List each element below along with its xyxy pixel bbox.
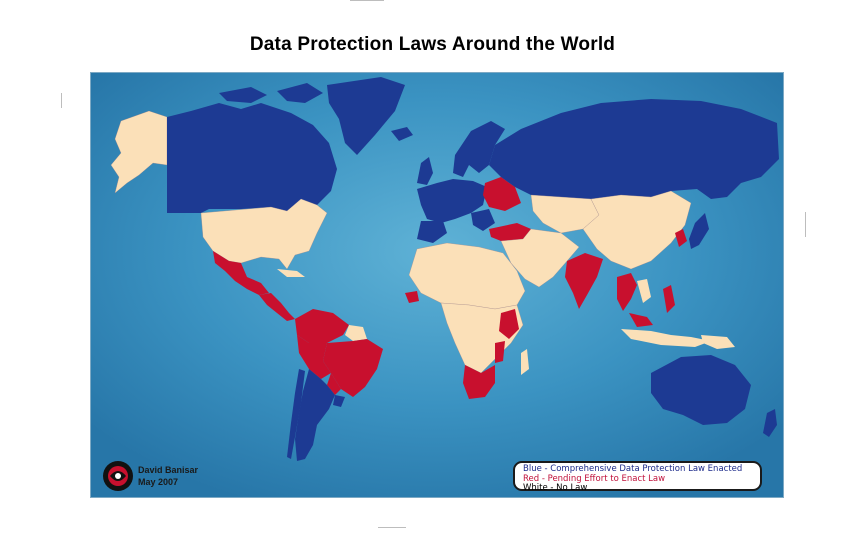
region-malaysia (629, 313, 653, 327)
bottom-crop-mark (378, 527, 406, 528)
region-peru-bolivia (297, 335, 331, 379)
region-russia (489, 99, 779, 199)
region-australia (651, 355, 751, 425)
region-scandinavia (453, 121, 505, 177)
region-guianas (345, 325, 367, 341)
region-turkey (489, 223, 531, 241)
region-madagascar (521, 349, 529, 375)
region-uk (417, 157, 433, 185)
region-canada-islands (219, 83, 323, 103)
map-legend: Blue - Comprehensive Data Protection Law… (513, 461, 762, 493)
region-china-mongolia (582, 190, 692, 270)
region-argentina (295, 369, 335, 461)
region-chile (287, 369, 305, 459)
privacy-international-logo-icon (103, 461, 133, 491)
region-iberia (417, 221, 447, 243)
region-indonesia (621, 329, 711, 347)
left-crop-mark (61, 93, 62, 108)
legend-blue-entry: Blue - Comprehensive Data Protection Law… (523, 464, 743, 474)
author-credit: David Banisar May 2007 (138, 464, 198, 488)
region-mozambique (495, 341, 505, 363)
region-brazil (323, 339, 383, 397)
top-crop-mark (350, 0, 384, 1)
region-papua (701, 335, 735, 349)
region-canada (167, 103, 337, 213)
author-name: David Banisar (138, 465, 199, 475)
region-india (565, 253, 603, 309)
region-uruguay (333, 395, 345, 407)
author-date: May 2007 (138, 477, 179, 487)
region-central-america (259, 293, 295, 321)
region-new-zealand (763, 409, 777, 437)
region-venezuela-colombia (295, 309, 349, 343)
legend-red-entry: Red - Pending Effort to Enact Law (523, 473, 666, 484)
right-crop-mark (805, 212, 806, 237)
region-balkans (471, 209, 495, 231)
legend-white-entry: White - No Law (523, 483, 588, 493)
region-kenya-tanzania (499, 309, 519, 339)
region-usa (200, 198, 328, 270)
region-paraguay (327, 373, 341, 395)
region-mexico (213, 251, 269, 295)
region-cuba (277, 269, 305, 277)
region-philippines (663, 285, 675, 313)
region-west-africa-pending (405, 291, 419, 303)
region-japan (689, 213, 709, 249)
world-map (90, 72, 784, 498)
region-vietnam (637, 279, 651, 303)
region-western-europe (417, 179, 487, 223)
region-greenland (327, 77, 405, 155)
region-belarus-ukraine (483, 177, 521, 211)
region-south-africa (463, 365, 495, 399)
region-korea (675, 229, 687, 247)
map-title: Data Protection Laws Around the World (249, 34, 616, 55)
region-iceland (391, 127, 413, 141)
world-map-svg (91, 73, 783, 497)
region-southeast-asia (617, 273, 637, 311)
